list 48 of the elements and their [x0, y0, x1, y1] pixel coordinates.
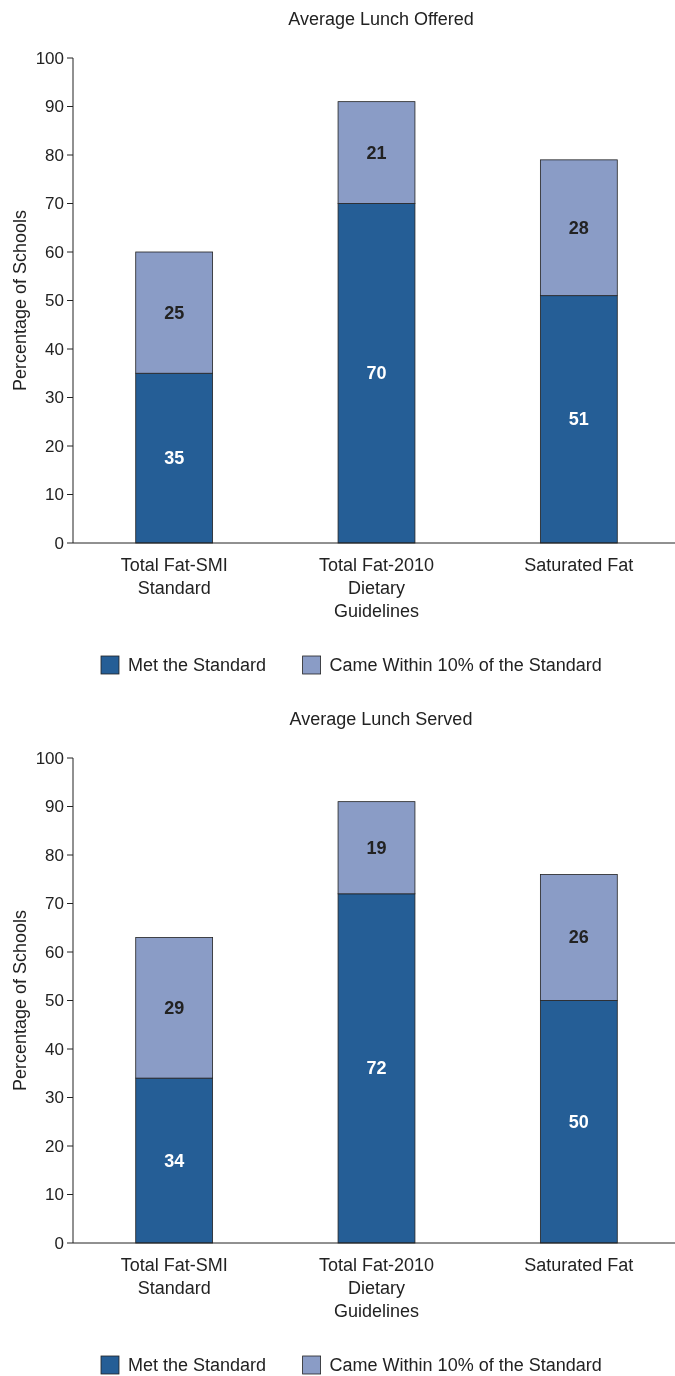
y-tick-label: 50 — [45, 291, 64, 310]
y-tick-label: 50 — [45, 991, 64, 1010]
y-tick-label: 80 — [45, 145, 64, 165]
y-tick-label: 100 — [35, 48, 64, 68]
data-label: 51 — [568, 409, 589, 430]
y-tick-label: 10 — [45, 1185, 64, 1204]
data-label: 35 — [164, 448, 185, 469]
legend-label: Came Within 10% of the Standard — [329, 655, 602, 675]
y-tick-label: 20 — [45, 436, 64, 456]
y-tick-label: 10 — [45, 485, 64, 504]
x-tick-label: Saturated Fat — [524, 555, 634, 575]
y-tick-label: 30 — [45, 1088, 64, 1107]
x-tick-label: Total Fat-SMI Standard — [120, 555, 228, 598]
x-tick-label: Total Fat-SMI Standard — [120, 1255, 228, 1298]
y-tick-label: 60 — [45, 942, 64, 962]
y-tick-label: 40 — [45, 1039, 64, 1059]
y-tick-label: 0 — [54, 533, 64, 553]
data-label: 28 — [568, 217, 589, 238]
chart-title: Average Lunch Offered — [288, 9, 474, 29]
data-label: 29 — [164, 997, 185, 1018]
data-label: 25 — [164, 302, 185, 323]
data-label: 70 — [366, 363, 387, 384]
legend-label: Came Within 10% of the Standard — [329, 1355, 602, 1375]
y-tick-label: 90 — [45, 797, 64, 816]
y-axis-title: Percentage of Schools — [10, 209, 30, 392]
x-tick-label: Saturated Fat — [524, 1255, 634, 1275]
data-label: 72 — [366, 1058, 387, 1079]
legend-label: Met the Standard — [128, 655, 267, 675]
data-label: 34 — [164, 1150, 185, 1171]
y-tick-label: 80 — [45, 845, 64, 865]
x-tick-label: Total Fat-2010 Dietary Guidelines — [318, 555, 435, 621]
data-label: 26 — [568, 927, 589, 948]
y-tick-label: 90 — [45, 97, 64, 116]
y-tick-label: 30 — [45, 388, 64, 407]
y-tick-label: 70 — [45, 894, 64, 913]
data-label: 21 — [366, 142, 387, 163]
chart-title: Average Lunch Served — [289, 709, 473, 729]
x-tick-label: Total Fat-2010 Dietary Guidelines — [318, 1255, 435, 1321]
y-tick-label: 100 — [35, 748, 64, 768]
y-tick-label: 40 — [45, 339, 64, 359]
y-tick-label: 0 — [54, 1233, 64, 1253]
y-tick-label: 70 — [45, 194, 64, 213]
data-label: 50 — [568, 1111, 589, 1132]
y-tick-label: 60 — [45, 242, 64, 262]
data-label: 19 — [366, 837, 387, 858]
y-axis-title: Percentage of Schools — [10, 909, 30, 1092]
legend-label: Met the Standard — [128, 1355, 267, 1375]
y-tick-label: 20 — [45, 1136, 64, 1156]
